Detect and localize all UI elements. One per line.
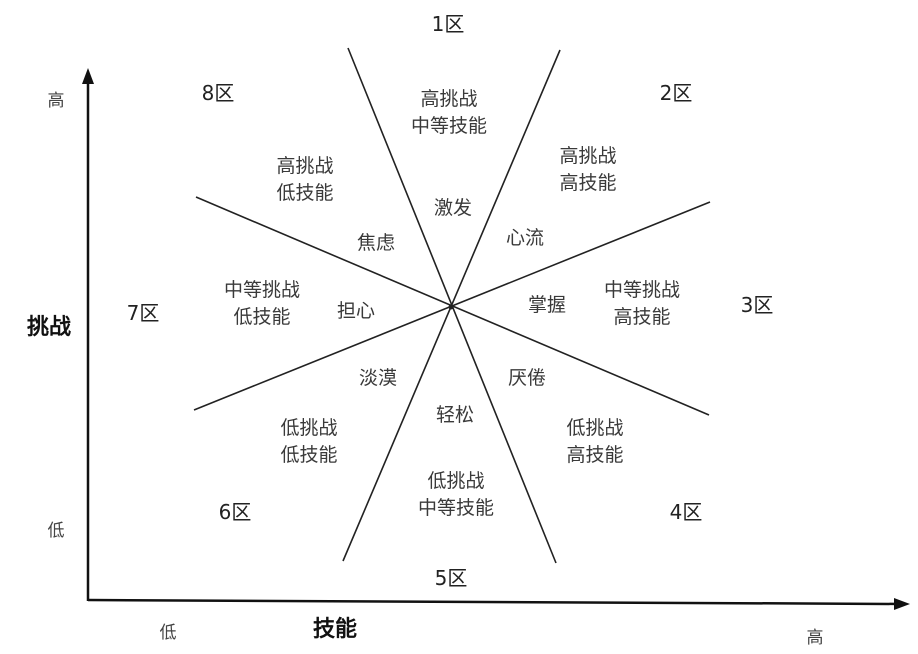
x-low-label: 低	[159, 623, 177, 643]
zone-6-description: 低挑战 低技能	[280, 417, 338, 466]
zone-4-description: 低挑战 高技能	[566, 417, 624, 466]
center-point	[448, 304, 454, 310]
state-control: 掌握	[527, 294, 567, 316]
zone-5-label: 5区	[434, 566, 468, 590]
y-high-label: 高	[47, 91, 65, 111]
state-flow: 心流	[505, 227, 545, 249]
zone-6-label: 6区	[218, 500, 252, 524]
zone-5-description: 低挑战 中等技能	[417, 470, 495, 519]
zone-4-label: 4区	[669, 500, 703, 524]
state-arousal: 激发	[433, 197, 473, 219]
zone-7-label: 7区	[126, 301, 160, 325]
zone-3-label: 3区	[740, 293, 774, 317]
y-axis-title: 挑战	[26, 315, 72, 340]
state-relaxation: 轻松	[435, 404, 475, 426]
x-high-label: 高	[806, 628, 824, 648]
zone-1-description: 高挑战 中等技能	[410, 88, 488, 137]
y-axis-arrow-icon	[82, 68, 94, 84]
zone-7-description: 中等挑战 低技能	[223, 279, 301, 328]
y-low-label: 低	[47, 521, 65, 541]
state-apathy: 淡漠	[358, 367, 398, 389]
zone-1-label: 1区	[431, 12, 465, 36]
state-boredom: 厌倦	[507, 367, 547, 389]
x-axis-arrow-icon	[894, 598, 910, 610]
zone-2-description: 高挑战 高技能	[559, 145, 617, 194]
x-axis	[87, 598, 903, 606]
state-anxiety: 焦虑	[356, 232, 396, 254]
x-axis-title: 技能	[312, 617, 358, 642]
zone-2-label: 2区	[659, 81, 693, 105]
zone-8-description: 高挑战 低技能	[276, 155, 334, 204]
state-worry: 担心	[336, 300, 376, 322]
zone-8-label: 8区	[201, 81, 235, 105]
zone-3-description: 中等挑战 高技能	[603, 279, 681, 328]
